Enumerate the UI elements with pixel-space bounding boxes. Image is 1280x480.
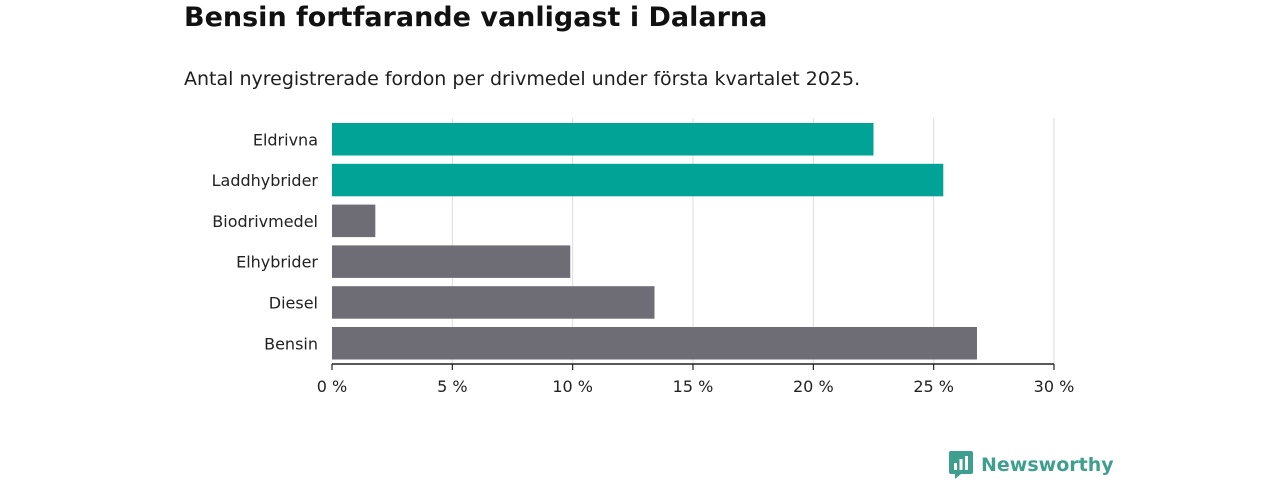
bar-diesel bbox=[332, 286, 655, 319]
chart-title: Bensin fortfarande vanligast i Dalarna bbox=[184, 2, 768, 33]
newsworthy-logo: Newsworthy bbox=[948, 450, 1114, 480]
category-label: Laddhybrider bbox=[212, 171, 319, 190]
category-label: Elhybrider bbox=[236, 253, 318, 272]
category-labels: Eldrivna Laddhybrider Biodrivmedel Elhybrid… bbox=[212, 130, 319, 353]
x-axis: 0 % 5 % 10 % 15 % 20 % 25 % 30 % bbox=[317, 363, 1075, 396]
x-tick-label: 15 % bbox=[673, 377, 714, 396]
x-tick-label: 30 % bbox=[1034, 377, 1075, 396]
category-label: Diesel bbox=[269, 293, 318, 312]
bars bbox=[332, 123, 977, 360]
chart-subtitle: Antal nyregistrerade fordon per drivmede… bbox=[184, 68, 861, 90]
category-label: Bensin bbox=[264, 334, 318, 353]
bar-bensin bbox=[332, 327, 977, 360]
gridlines bbox=[451, 118, 1055, 364]
x-tick-label: 25 % bbox=[913, 377, 954, 396]
x-tick-label: 10 % bbox=[552, 377, 593, 396]
x-tick-label: 5 % bbox=[437, 377, 467, 396]
bar-eldrivna bbox=[332, 123, 874, 156]
bar-laddhybrider bbox=[332, 163, 944, 197]
category-label: Biodrivmedel bbox=[212, 212, 318, 231]
bar-biodrivmedel bbox=[332, 204, 376, 238]
x-tick-label: 20 % bbox=[793, 377, 834, 396]
x-tick-label: 0 % bbox=[317, 377, 347, 396]
brand-name: Newsworthy bbox=[981, 454, 1114, 476]
bar-elhybrider bbox=[332, 245, 571, 278]
category-label: Eldrivna bbox=[253, 130, 318, 149]
bar-chart-bubble-icon bbox=[949, 451, 973, 479]
